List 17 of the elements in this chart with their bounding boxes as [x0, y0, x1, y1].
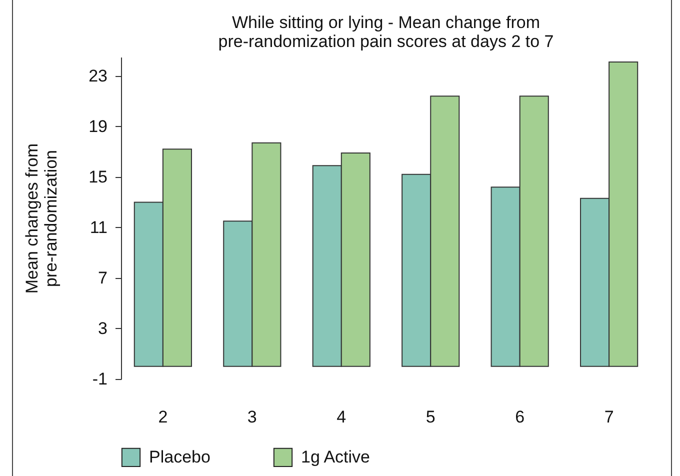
y-tick-label: 3	[98, 318, 108, 338]
chart-title: While sitting or lying - Mean change from pre-randomization pain scores at days 2 to 7	[218, 13, 554, 51]
y-tick-label: 15	[88, 167, 108, 186]
x-tick-label: 4	[336, 408, 346, 426]
legend-label: 1g Active	[301, 447, 370, 466]
y-tick-label: 7	[98, 268, 108, 288]
x-tick-label: 2	[158, 408, 168, 426]
x-tick-label: 6	[515, 408, 525, 426]
y-tick-label: -1	[92, 370, 108, 388]
x-tick-label: 7	[604, 408, 614, 426]
y-tick-label: 19	[88, 116, 108, 136]
y-tick-label: 23	[88, 66, 108, 86]
x-tick-label: 5	[426, 408, 436, 426]
y-axis-title: Mean changes from pre-randomization	[22, 143, 61, 294]
x-tick-label: 3	[247, 408, 257, 426]
legend-label: Placebo	[149, 447, 210, 466]
y-tick-label: 11	[90, 218, 108, 237]
